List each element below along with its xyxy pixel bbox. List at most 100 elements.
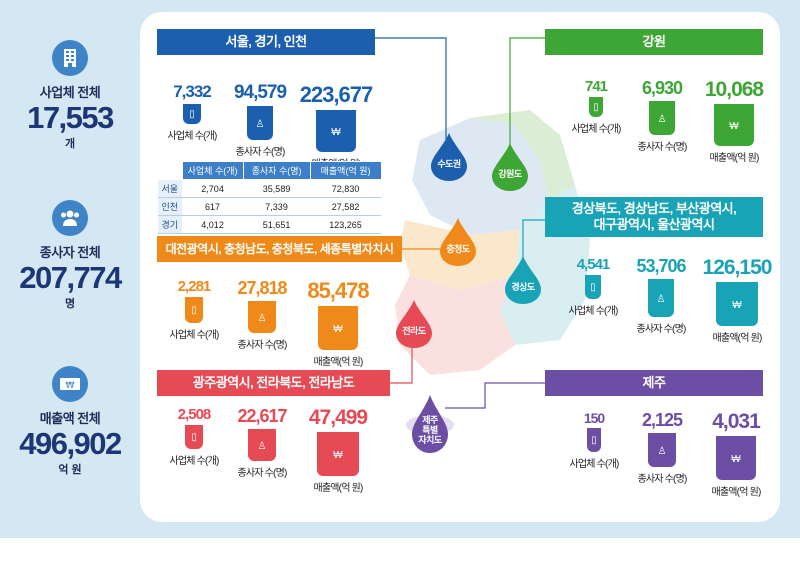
capital-businesses-value: 7,332 [173, 82, 212, 101]
gyeongsang-businesses-value: 4,541 [576, 256, 611, 273]
table-cell: 27,582 [310, 197, 382, 216]
chungcheong-businesses-stat: 2,281 ▯ 사업체 수(개) [154, 278, 234, 341]
capital-breakdown-table: 사업체 수(개) 종사자 수(명) 매출액(억 원) 서울 2,704 35,5… [157, 161, 382, 234]
gyeongsang-employees-cup-icon: ♙ [648, 279, 674, 317]
person-icon: ♙ [257, 312, 267, 324]
money-bag-icon: ₩ [333, 450, 343, 462]
gangwon-businesses-value: 741 [584, 78, 608, 95]
gyeongsang-employees-stat: 53,706 ♙ 종사자 수(명) [621, 256, 701, 335]
gangwon-employees-caption: 종사자 수(명) [637, 142, 687, 153]
header-chungcheong: 대전광역시, 충청남도, 충청북도, 세종특별자치시 [157, 236, 402, 262]
total-businesses-unit: 개 [64, 138, 76, 150]
drop-gyeongsang: 경상도 [503, 256, 543, 304]
gyeongsang-sales-stat: 126,150 ₩ 매출액(억 원) [697, 256, 777, 344]
drop-jeju-label: 제주 특별 자치도 [410, 415, 450, 445]
capital-employees-cup-icon: ♙ [247, 106, 273, 140]
table-cell: 4,012 [182, 215, 244, 234]
total-sales: ₩ 매출액 전체 496,902 억 원 [0, 366, 140, 477]
jeolla-businesses-value: 2,508 [177, 406, 212, 423]
table-corner [157, 161, 183, 180]
total-employees: 종사자 전체 207,774 명 [0, 200, 140, 311]
jeolla-sales-value: 47,499 [308, 406, 368, 429]
document-icon: ▯ [191, 305, 197, 317]
drop-gangwon-label: 강원도 [498, 169, 522, 179]
table-header-sales: 매출액(억 원) [309, 161, 382, 180]
person-icon: ♙ [657, 445, 667, 457]
header-gyeongsang-line1: 경상북도, 경상남도, 부산광역시, [571, 201, 737, 216]
jeolla-businesses-caption: 사업체 수(개) [169, 456, 219, 467]
capital-businesses-cup-icon: ▯ [183, 104, 201, 124]
jeju-sales-stat: 4,031 ₩ 매출액(억 원) [696, 410, 776, 498]
table-row-name: 서울 [157, 179, 183, 198]
building-icon [52, 40, 88, 76]
table-cell: 7,339 [243, 197, 311, 216]
jeolla-businesses-cup-icon: ▯ [185, 425, 203, 449]
total-employees-unit: 명 [64, 298, 76, 310]
jeolla-employees-cup-icon: ♙ [248, 429, 276, 461]
header-capital: 서울, 경기, 인천 [157, 29, 375, 55]
gangwon-businesses-caption: 사업체 수(개) [571, 124, 621, 135]
table-cell: 72,830 [310, 179, 382, 198]
gangwon-businesses-cup-icon: ▯ [589, 97, 603, 117]
money-bag-icon: ₩ [731, 454, 741, 466]
capital-sales-stat: 223,677₩매출액(억 원) [296, 82, 376, 170]
total-employees-value: 207,774 [19, 260, 122, 295]
jeolla-employees-stat: 22,617 ♙ 종사자 수(명) [222, 406, 302, 479]
jeju-employees-stat: 2,125 ♙ 종사자 수(명) [622, 410, 702, 485]
table-row: 인천 617 7,339 27,582 [157, 197, 382, 216]
drop-gangwon: 강원도 [490, 143, 530, 191]
jeju-businesses-cup-icon: ▯ [587, 428, 601, 452]
drop-jeju-line1: 제주 [422, 415, 438, 425]
gyeongsang-businesses-caption: 사업체 수(개) [568, 306, 618, 317]
gyeongsang-connector [522, 219, 545, 258]
gangwon-sales-stat: 10,068 ₩ 매출액(억 원) [694, 78, 774, 164]
jeju-businesses-value: 150 [583, 410, 605, 426]
chungcheong-employees-value: 27,818 [237, 278, 287, 298]
gyeongsang-employees-value: 53,706 [636, 256, 686, 276]
person-icon: ♙ [656, 293, 666, 305]
document-icon: ▯ [189, 109, 195, 120]
table-cell: 2,704 [182, 179, 244, 198]
chungcheong-businesses-caption: 사업체 수(개) [169, 330, 219, 341]
document-icon: ▯ [593, 102, 599, 113]
jeju-businesses-stat: 150 ▯ 사업체 수(개) [554, 410, 634, 470]
drop-jeju: 제주 특별 자치도 [410, 395, 450, 453]
map-gangwon-region [470, 110, 575, 200]
capital-employees-stat: 94,579 ♙ 종사자 수(명) [220, 82, 300, 158]
capital-connector [375, 37, 447, 140]
drop-jeju-line2: 특별 [422, 425, 438, 435]
jeju-employees-value: 2,125 [641, 410, 683, 430]
chungcheong-sales-value: 85,478 [307, 278, 369, 303]
jeolla-sales-stat: 47,499 ₩ 매출액(억 원) [298, 406, 378, 494]
jeju-sales-value: 4,031 [712, 410, 761, 433]
table-cell: 35,589 [243, 179, 311, 198]
total-businesses: 사업체 전체 17,553 개 [0, 40, 140, 151]
header-gyeongsang: 경상북도, 경상남도, 부산광역시, 대구광역시, 울산광역시 [545, 197, 763, 237]
header-jeju: 제주 [545, 370, 763, 396]
gangwon-employees-value: 6,930 [641, 78, 683, 98]
drop-chungcheong-label: 충청도 [446, 244, 470, 254]
drop-capital: 수도권 [429, 133, 469, 181]
jeju-employees-cup-icon: ♙ [648, 433, 676, 467]
drop-jeju-line3: 자치도 [418, 435, 442, 445]
chungcheong-sales-stat: 85,478 ₩ 매출액(억 원) [298, 278, 378, 368]
gyeongsang-businesses-stat: 4,541 ▯ 사업체 수(개) [553, 256, 633, 317]
jeju-businesses-caption: 사업체 수(개) [569, 459, 619, 470]
table-row: 경기 4,012 51,651 123,265 [157, 215, 382, 234]
gyeongsang-sales-value: 126,150 [702, 256, 773, 279]
table-cell: 51,651 [243, 215, 311, 234]
jeolla-businesses-stat: 2,508 ▯ 사업체 수(개) [154, 406, 234, 467]
person-icon: ♙ [255, 118, 265, 130]
gangwon-sales-caption: 매출액(억 원) [709, 153, 759, 164]
header-jeolla: 광주광역시, 전라북도, 전라남도 [157, 370, 390, 396]
chungcheong-sales-caption: 매출액(억 원) [313, 357, 363, 368]
document-icon: ▯ [590, 282, 596, 294]
gangwon-businesses-stat: 741 ▯ 사업체 수(개) [556, 78, 636, 135]
gyeongsang-sales-caption: 매출액(억 원) [712, 333, 762, 344]
map-jeolla-region [395, 275, 515, 375]
jeju-sales-caption: 매출액(억 원) [711, 487, 761, 498]
money-bag-icon: ₩ [729, 121, 739, 133]
table-row: 서울 2,704 35,589 72,830 [157, 179, 382, 198]
table-header-businesses: 사업체 수(개) [181, 161, 244, 180]
chungcheong-employees-cup-icon: ♙ [248, 301, 276, 333]
